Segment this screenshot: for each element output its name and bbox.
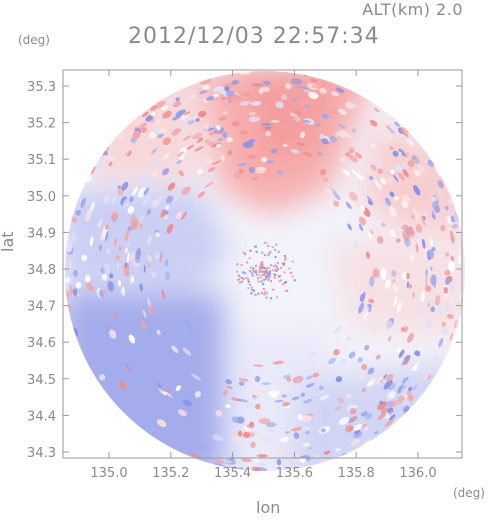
lat-tick-label: 35.0 [27,190,56,205]
axis-ticks: 35.3 35.2 35.1 35.0 34.9 34.8 34.7 34.6 34.5 34.4… [27,70,462,481]
lat-tick-label: 35.1 [27,153,56,168]
altitude-label: ALT(km) 2.0 [362,0,463,19]
radar-disk [65,71,465,471]
timestamp-title: 2012/12/03 22:57:34 [128,24,380,49]
lon-tick-label: 135.0 [90,466,127,481]
lat-tick-label: 34.4 [27,409,56,424]
lon-tick-label: 135.4 [214,466,251,481]
plot-frame [62,69,463,459]
lat-unit-label: (deg) [18,33,50,47]
lon-tick-label: 135.6 [276,466,313,481]
x-axis-label: lon [256,498,281,517]
lat-tick-label: 34.7 [27,300,56,315]
lat-tick-label: 34.9 [27,226,56,241]
lat-tick-label: 35.2 [27,117,56,132]
lon-tick-label: 135.2 [152,466,189,481]
lon-tick-label: 136.0 [399,466,436,481]
lat-tick-label: 34.5 [27,373,56,388]
lat-tick-label: 34.8 [27,263,56,278]
lat-tick-label: 35.3 [27,80,56,95]
radar-noise-speckles [65,71,465,471]
lon-tick-label: 135.8 [338,466,375,481]
lon-unit-label: (deg) [453,486,485,500]
lat-tick-label: 34.3 [27,446,56,461]
lat-tick-label: 34.6 [27,336,56,351]
